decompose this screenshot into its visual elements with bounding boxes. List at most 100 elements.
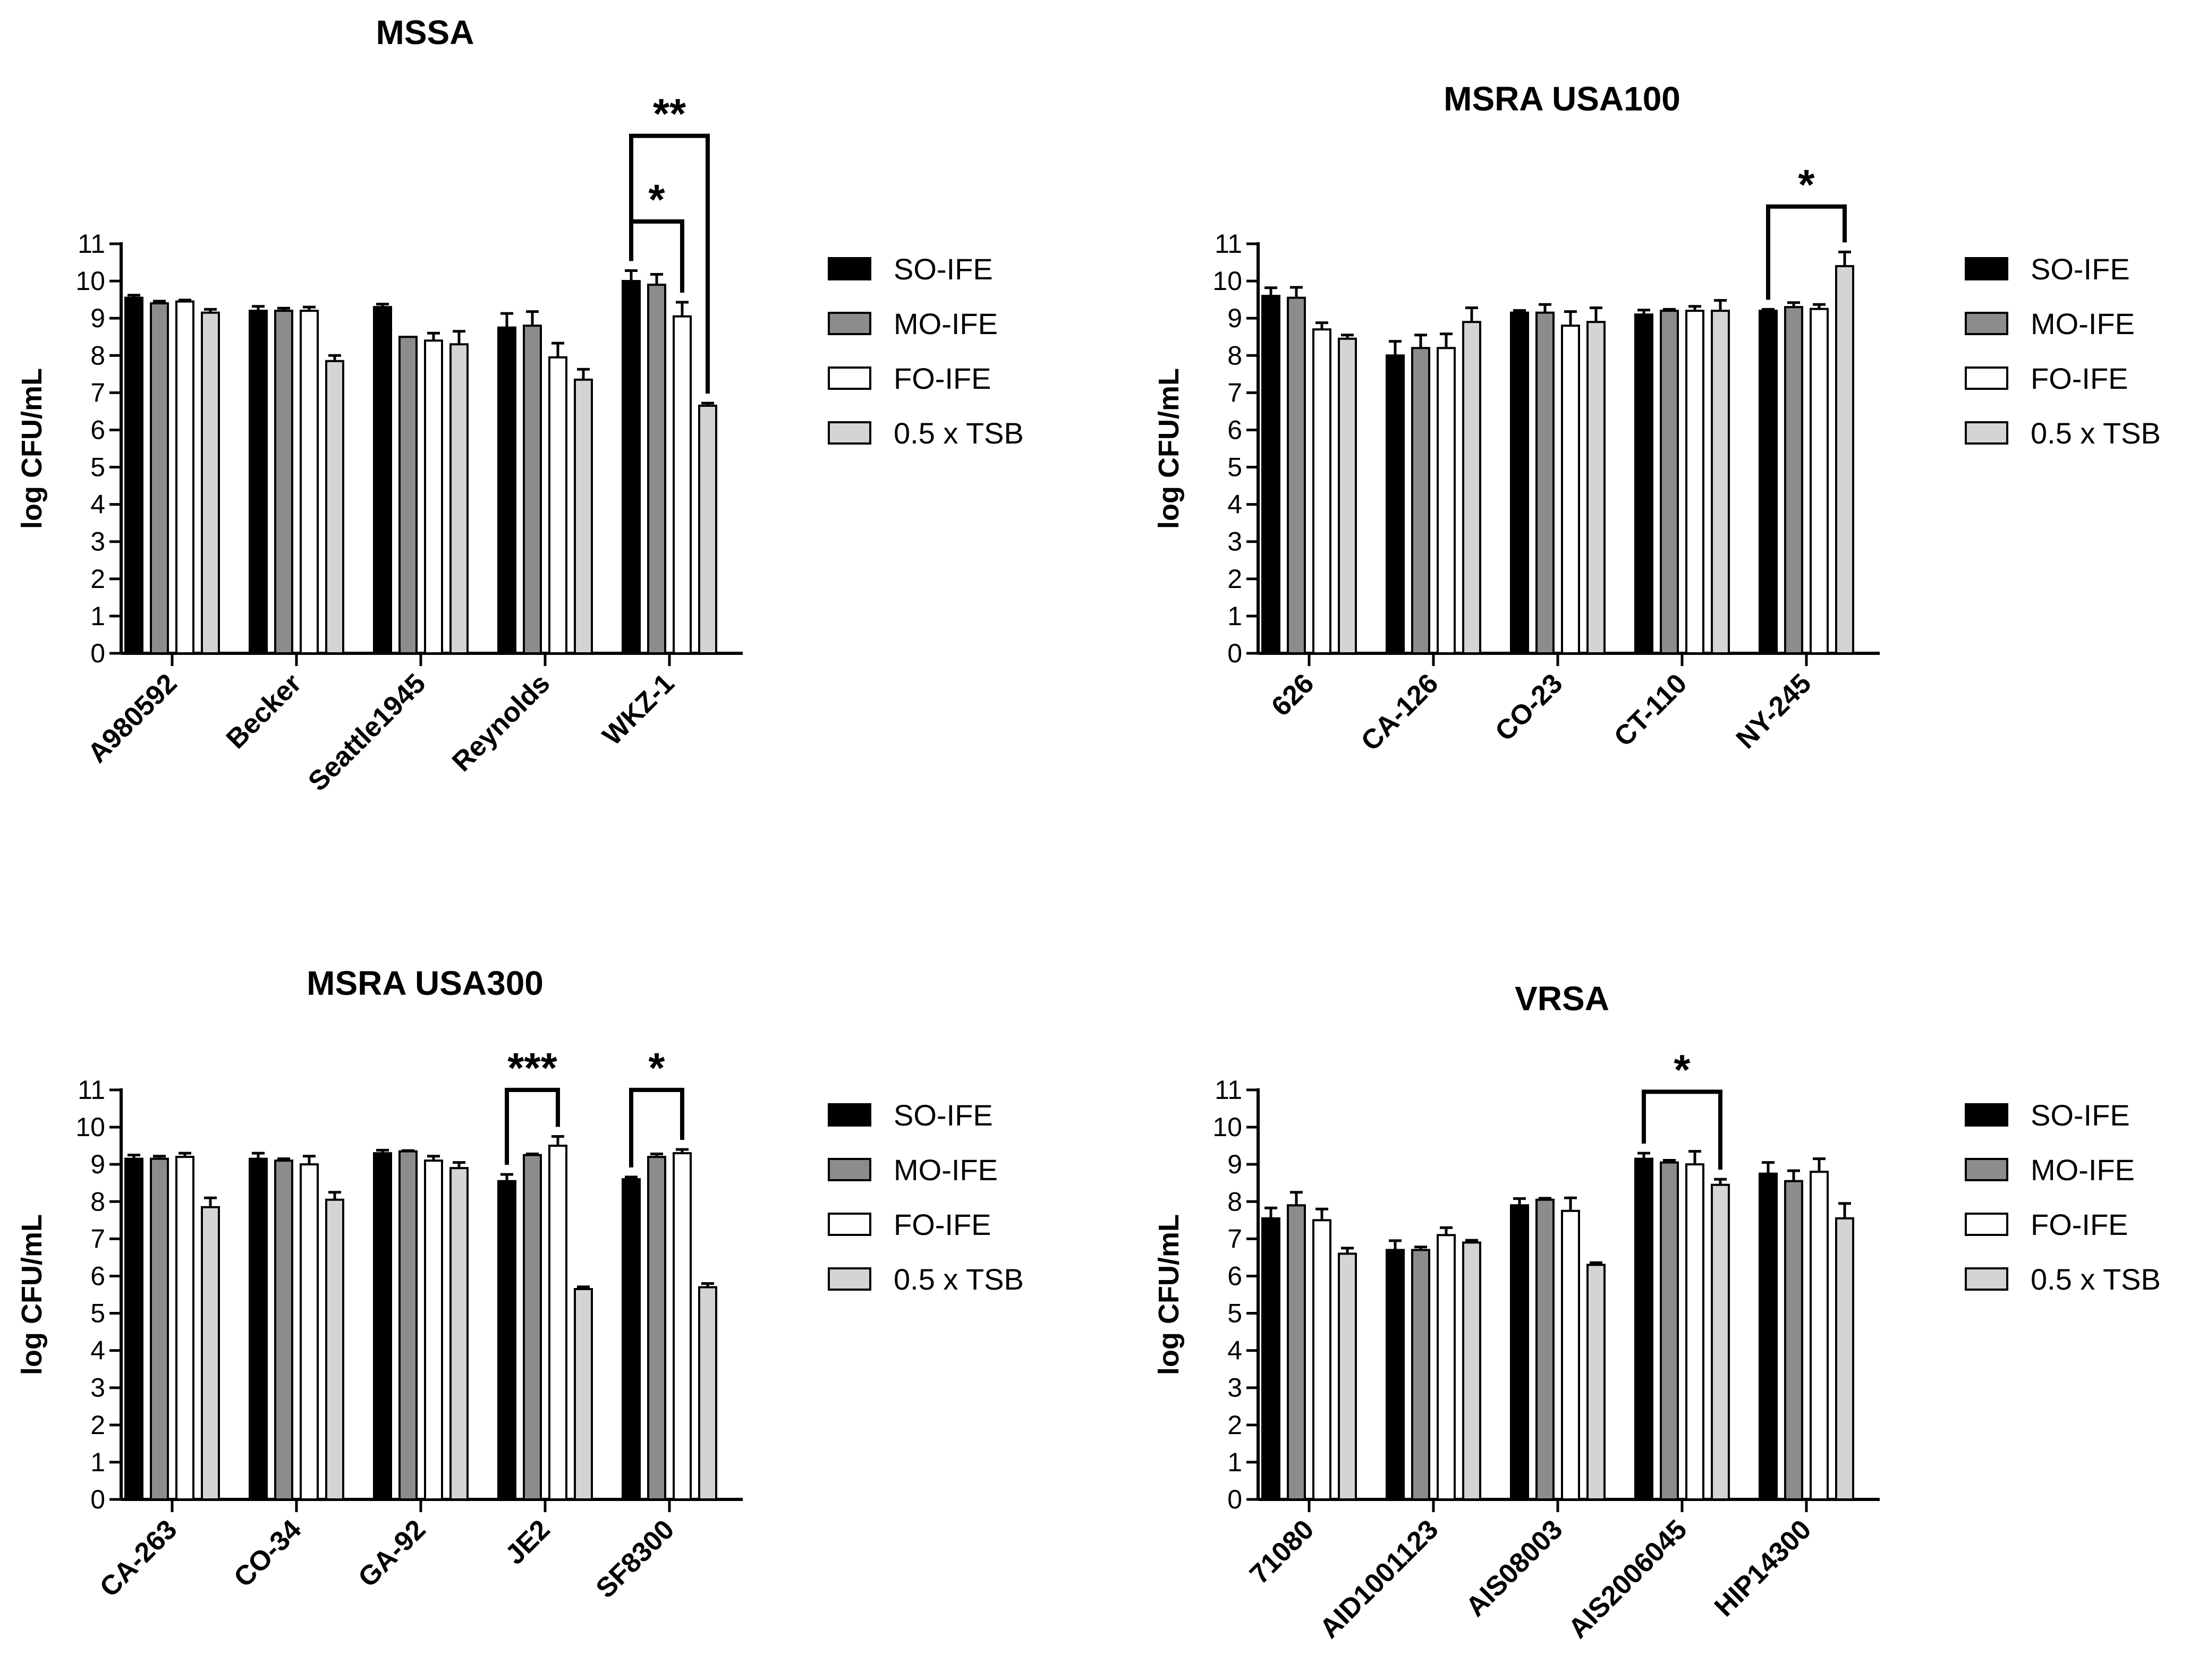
x-tick-label: CO-23 [1489,668,1568,747]
y-tick-label: 10 [1212,266,1242,296]
legend-label: 0.5 x TSB [2031,1263,2161,1296]
legend-swatch [1965,421,2008,445]
bar-mo-ife [1287,1204,1306,1500]
bar-0-5-x-tsb [449,343,469,654]
x-tick-label: CA-263 [94,1514,183,1603]
bar-mo-ife [1287,296,1306,654]
legend-label: FO-IFE [894,362,991,395]
legend: SO-IFE MO-IFE FO-IFE 0.5 x TSB [828,252,1024,450]
bar-fo-ife [1685,1163,1704,1501]
bar-so-ife [1386,354,1405,654]
y-tick-label: 9 [90,1149,105,1179]
legend-swatch [828,1213,871,1236]
y-tick-label: 6 [1227,415,1242,445]
x-tick-label: Seattle1945 [302,668,431,797]
bar-so-ife [622,280,641,654]
bar-mo-ife [647,1156,666,1500]
legend: SO-IFE MO-IFE FO-IFE 0.5 x TSB [828,1098,1024,1296]
y-tick-label: 5 [90,1299,105,1328]
legend-label: MO-IFE [894,1153,998,1187]
bar-so-ife [1510,311,1529,654]
bar-mo-ife [150,1157,169,1501]
chart-title: MSRA USA300 [307,964,544,1002]
bar-mo-ife [523,325,542,654]
bar-so-ife [497,1180,516,1500]
y-tick-label: 5 [1227,453,1242,482]
chart-panel-4: VRSA log CFU/mL 0 1 2 3 4 5 6 7 8 9 10 11 71080AID1001… [1153,979,2161,1644]
legend-label: FO-IFE [2031,1208,2128,1241]
legend-swatch [1965,1267,2008,1291]
y-tick-label: 7 [90,1224,105,1253]
bar-mo-ife [398,336,418,654]
y-tick-label: 1 [90,601,105,631]
chart-title: MSRA USA100 [1444,80,1680,118]
significance-label: * [1674,1046,1691,1094]
bar-fo-ife [175,1156,194,1500]
legend-label: MO-IFE [2031,1153,2135,1187]
bar-fo-ife [548,356,567,654]
y-tick-label: 5 [1227,1299,1242,1328]
y-tick-label: 0 [90,638,105,668]
bar-so-ife [1759,310,1778,654]
bar-fo-ife [1810,308,1829,654]
x-tick-label: Becker [220,668,308,755]
y-tick-label: 3 [1227,1373,1242,1403]
x-tick-label: CO-34 [228,1514,307,1593]
bar-0-5-x-tsb [1338,1252,1357,1500]
y-tick-label: 0 [90,1485,105,1514]
bar-0-5-x-tsb [698,1286,717,1501]
legend: SO-IFE MO-IFE FO-IFE 0.5 x TSB [1965,1098,2161,1296]
y-tick-label: 6 [90,1261,105,1291]
significance-bracket [1766,204,1847,300]
bar-so-ife [1261,295,1280,654]
y-tick-label: 11 [78,1075,105,1105]
legend-swatch [1965,1213,2008,1236]
bar-so-ife [1510,1204,1529,1500]
significance-bracket [505,1088,560,1165]
bar-fo-ife [1561,325,1580,654]
legend-swatch [828,1158,871,1181]
y-tick-label: 7 [90,378,105,407]
legend-swatch [828,421,871,445]
bar-so-ife [124,296,143,654]
x-tick-label: CA-126 [1355,668,1445,757]
y-tick-label: 8 [90,1187,105,1216]
bar-mo-ife [1411,1249,1430,1500]
bar-mo-ife [1784,306,1803,654]
y-tick-label: 7 [1227,1224,1242,1253]
legend-swatch [1965,1103,2008,1127]
bar-mo-ife [523,1154,542,1501]
bar-fo-ife [175,300,194,654]
bar-so-ife [373,306,392,654]
y-tick-label: 8 [1227,340,1242,370]
significance-bracket [1642,1089,1722,1170]
x-tick-label: WKZ-1 [597,668,680,751]
x-tick-label: CT-110 [1608,668,1693,753]
y-tick-label: 11 [78,229,105,259]
legend-label: SO-IFE [2031,1098,2130,1132]
x-tick-label: AID1001123 [1314,1514,1444,1644]
y-tick-label: 4 [90,490,105,519]
y-tick-label: 10 [1212,1112,1242,1142]
bar-0-5-x-tsb [325,1198,344,1500]
y-tick-label: 3 [90,1373,105,1403]
bar-mo-ife [398,1150,418,1500]
bar-0-5-x-tsb [1462,1241,1481,1501]
bar-fo-ife [300,310,319,654]
bar-so-ife [249,1157,268,1501]
bar-fo-ife [424,1159,443,1500]
bar-so-ife [249,310,268,654]
bar-so-ife [1634,313,1653,654]
y-axis-label: log CFU/mL [16,368,48,529]
y-tick-label: 1 [1227,1447,1242,1477]
bar-fo-ife [1810,1171,1829,1500]
y-tick-label: 2 [90,1410,105,1440]
legend-swatch [1965,1158,2008,1181]
bar-mo-ife [1411,347,1430,654]
x-tick-label: AIS2006045 [1563,1514,1693,1644]
x-tick-label: GA-92 [352,1514,431,1593]
bar-fo-ife [673,1152,692,1500]
y-tick-label: 4 [90,1336,105,1366]
bar-mo-ife [1784,1180,1803,1500]
